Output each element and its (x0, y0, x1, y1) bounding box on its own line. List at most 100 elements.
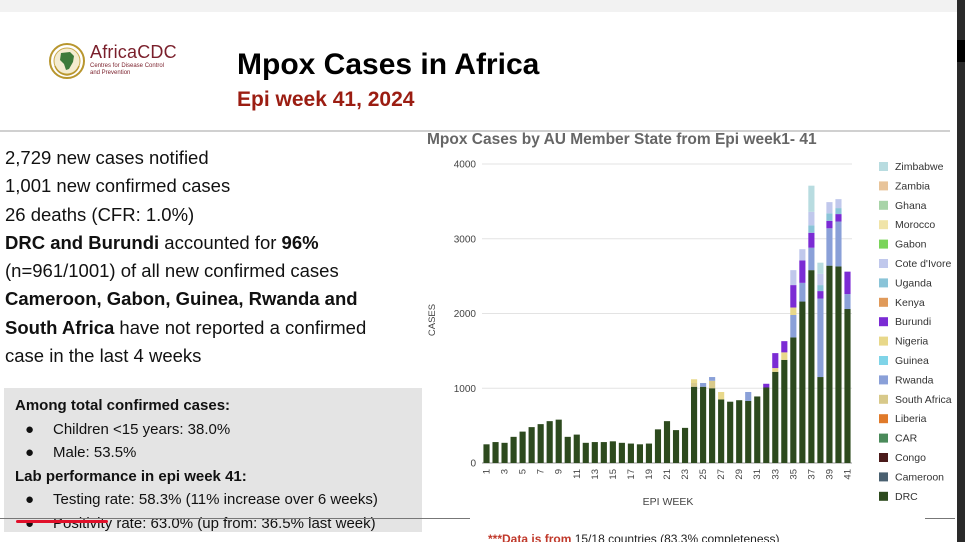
x-tick-label: 15 (608, 469, 619, 480)
slide-title: Mpox Cases in Africa (237, 48, 540, 81)
summary-line: 26 deaths (CFR: 1.0%) (5, 203, 195, 225)
x-tick-label: 39 (824, 469, 835, 480)
bar-segment-rwanda (700, 383, 707, 387)
bar-segment-cote-d-ivore (826, 202, 833, 214)
bar-segment-drc (781, 359, 788, 463)
bar-segment-drc (537, 424, 544, 463)
bar-segment-nigeria (790, 307, 797, 315)
legend-swatch (879, 181, 888, 191)
box-bullet-item: ● Children <15 years: 38.0% (15, 418, 422, 442)
x-tick-label: 1 (482, 469, 493, 474)
box-heading: Lab performance in epi week 41: (15, 467, 247, 485)
legend-label: Liberia (895, 413, 927, 425)
bar-segment-drc (718, 399, 725, 463)
x-tick-label: 41 (842, 469, 853, 480)
legend-swatch (879, 162, 888, 171)
legend-label: Burundi (895, 316, 931, 328)
chart-title: Mpox Cases by AU Member State from Epi w… (427, 131, 817, 148)
legend-swatch (879, 336, 888, 346)
y-tick-label: 4000 (454, 160, 477, 171)
summary-bold: Cameroon, Gabon, Guinea, Rwanda and (5, 288, 358, 310)
bar-segment-cote-d-ivore (808, 211, 815, 226)
window-top-strip (0, 0, 965, 12)
legend-swatch (879, 491, 888, 501)
bar-segment-rwanda (817, 298, 824, 378)
bar-segment-uganda (808, 225, 815, 233)
bar-segment-drc (826, 265, 833, 463)
bar-segment-uganda (826, 213, 833, 221)
bar-segment-burundi (808, 232, 815, 248)
legend-label: Uganda (895, 277, 932, 289)
bar-segment-drc (627, 443, 634, 463)
x-axis-label: EPI WEEK (643, 496, 694, 508)
bar-segment-burundi (826, 220, 833, 229)
legend-swatch (879, 375, 888, 385)
bar-segment-drc (654, 429, 662, 463)
legend-label: DRC (895, 491, 918, 503)
africa-emblem-icon (49, 43, 85, 79)
summary-text: 2,729 new cases notified 1,001 new confi… (5, 144, 425, 370)
screen-edge-tab (957, 40, 965, 62)
legend-swatch (879, 200, 888, 210)
summary-line: South Africa have not reported a confirm… (5, 314, 425, 342)
bar-segment-drc (700, 386, 707, 463)
bar-segment-nigeria (781, 352, 788, 360)
legend-swatch (879, 259, 888, 268)
summary-line: DRC and Burundi accounted for 96% (5, 229, 425, 257)
legend-label: Guinea (895, 355, 929, 367)
legend-swatch (879, 472, 888, 482)
bar-segment-rwanda (790, 315, 797, 338)
legend-swatch (879, 433, 888, 443)
bar-segment-drc (817, 377, 824, 463)
box-heading: Among total confirmed cases: (15, 397, 231, 414)
x-tick-label: 37 (806, 469, 817, 480)
bar-segment-burundi (790, 285, 797, 308)
bullet-icon: ● (25, 420, 35, 438)
summary-line: (n=961/1001) of all new confirmed cases (5, 260, 339, 282)
bar-segment-drc (727, 401, 734, 463)
slide-subtitle: Epi week 41, 2024 (237, 88, 415, 111)
legend-swatch (879, 414, 888, 424)
bar-segment-uganda (835, 208, 842, 215)
legend-label: Ghana (895, 200, 927, 212)
x-tick-label: 25 (698, 469, 709, 480)
legend-label: Zambia (895, 180, 930, 192)
legend-swatch (879, 317, 888, 327)
summary-bold: 96% (281, 231, 319, 253)
bar-segment-drc (483, 444, 490, 463)
legend-swatch (879, 278, 888, 288)
box-item-text: Testing rate: 58.3% (11% increase over 6… (53, 491, 378, 508)
bar-segment-cote-d-ivore (817, 273, 824, 286)
legend-swatch (879, 297, 888, 307)
bar-segment-drc (510, 436, 517, 463)
bar-segment-zimbabwe (808, 185, 815, 212)
legend-label: Cote d'Ivore (895, 258, 951, 270)
legend-swatch (879, 394, 888, 404)
bar-segment-drc (663, 421, 671, 463)
summary-text-part: have not reported a confirmed (114, 316, 367, 338)
bar-segment-drc (618, 442, 625, 463)
screen-right-edge (957, 0, 965, 542)
bar-segment-drc (790, 337, 797, 463)
x-tick-label: 11 (572, 469, 583, 479)
bar-segment-drc (492, 442, 499, 463)
bar-segment-drc (645, 443, 653, 463)
bar-segment-drc (609, 441, 616, 463)
bar-segment-drc (600, 442, 607, 463)
bar-segment-rwanda (844, 294, 851, 310)
summary-line: 1,001 new confirmed cases (5, 175, 231, 197)
bar-segment-zimbabwe (817, 262, 824, 274)
legend-swatch (879, 220, 888, 230)
bar-segment-drc (754, 396, 761, 463)
legend-swatch (879, 453, 888, 462)
bar-segment-burundi (844, 271, 851, 295)
summary-line: case in the last 4 weeks (5, 345, 202, 367)
bar-segment-rwanda (745, 391, 752, 401)
bullet-icon: ● (25, 514, 35, 532)
legend-label: South Africa (895, 394, 952, 406)
bar-segment-rwanda (799, 282, 806, 302)
box-bullet-item: ● Positivity rate: 63.0% (up from: 36.5% … (15, 512, 422, 536)
box-item-text: Children <15 years: 38.0% (53, 420, 231, 438)
x-tick-label: 17 (626, 469, 637, 480)
summary-text-part: accounted for (159, 231, 282, 253)
